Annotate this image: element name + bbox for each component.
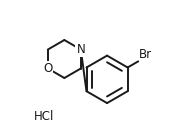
- Text: Br: Br: [139, 48, 152, 61]
- Text: N: N: [76, 43, 85, 56]
- Text: HCl: HCl: [34, 110, 54, 123]
- Text: O: O: [43, 62, 53, 75]
